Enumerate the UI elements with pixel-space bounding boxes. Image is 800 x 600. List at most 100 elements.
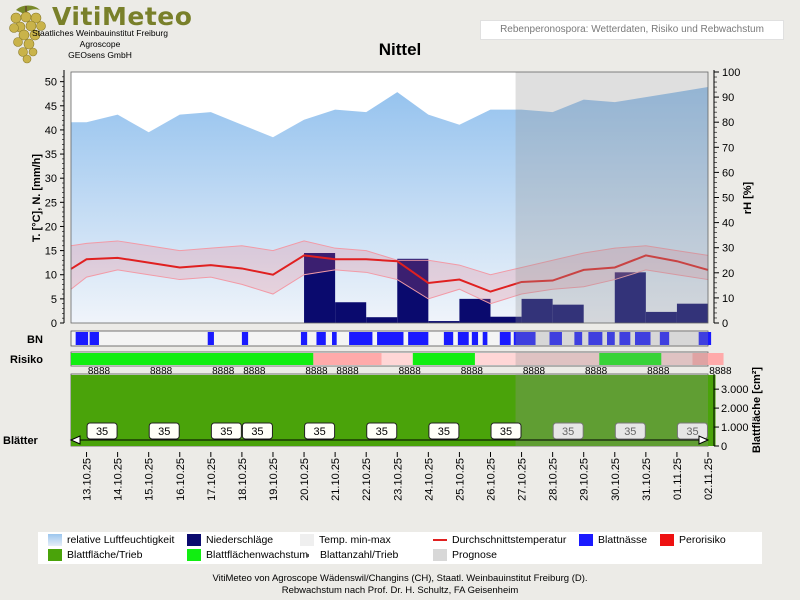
leaf-mark-label: 8888	[212, 366, 235, 377]
leaf-area-swatch	[48, 549, 62, 561]
date-tick-label: 30.10.25	[610, 458, 622, 501]
leaf-count-label: 35	[96, 426, 108, 438]
date-tick-label: 02.11.25	[703, 458, 715, 500]
precipitation-bar	[428, 321, 460, 323]
subtitle: Rebenperonospora: Wetterdaten, Risiko un…	[480, 20, 784, 40]
temp-minmax-band	[71, 240, 708, 304]
temp-minmax-swatch	[300, 534, 314, 546]
left-axis-tick-label: 20	[45, 221, 57, 233]
left-axis-tick-label: 50	[45, 77, 57, 89]
leaf-mark-label: 8888	[305, 366, 328, 377]
leaf-count-label: 35	[313, 426, 325, 438]
leaf-count-swatch	[306, 553, 309, 557]
leaf-count-box	[614, 422, 646, 440]
grape-logo-icon	[9, 5, 46, 64]
leaf-mark-label: 8888	[585, 366, 608, 377]
date-tick-label: 16.10.25	[175, 458, 187, 501]
leaf-count-box	[490, 422, 522, 440]
leaf-area-axis-tick-label: 0	[721, 441, 727, 453]
leaf-mark-label: 8888	[243, 366, 266, 377]
bn-label: BN	[27, 334, 43, 346]
precipitation-swatch	[187, 534, 201, 546]
leaf-wetness-segment	[698, 332, 712, 345]
date-tick-label: 21.10.25	[330, 458, 342, 501]
leaf-count-label: 35	[686, 426, 698, 438]
leaf-count-box	[676, 422, 708, 440]
leaf-area-axis-tick-label: 2.000	[721, 403, 749, 415]
leaf-wetness-segment	[408, 332, 429, 345]
leaf-wetness-segment	[300, 332, 308, 345]
leaf-wetness-segment	[588, 332, 603, 345]
precipitation-bar	[614, 272, 646, 323]
leaf-wetness-segment	[377, 332, 404, 345]
leaf-wetness-segment	[332, 332, 337, 345]
leaf-wetness-segment	[499, 332, 511, 345]
legend-item-mean-temp: Durchschnittstemperatur	[433, 533, 566, 547]
leaf-area-axis-label: Blattfläche [cm²]	[751, 367, 763, 454]
right-axis-tick-label: 10	[722, 293, 734, 305]
date-tick-label: 24.10.25	[423, 458, 435, 501]
precipitation-bar	[490, 316, 522, 323]
precipitation-bar	[676, 303, 708, 323]
date-tick-label: 22.10.25	[361, 458, 373, 501]
left-axis-tick-label: 45	[45, 101, 57, 113]
leaf-mark-label: 8888	[461, 366, 484, 377]
main-plot-frame	[70, 71, 709, 324]
leaf-count-box	[366, 422, 398, 440]
leaf-mark-label: 8888	[336, 366, 359, 377]
precipitation-bar	[521, 298, 553, 323]
leaf-axis-arrow-left	[69, 435, 81, 445]
forecast-swatch	[433, 549, 447, 561]
legend-item-leaf-growth: Blattflächenwachstum	[187, 548, 308, 562]
leaf-wetness-segment	[241, 332, 249, 345]
left-axis-tick-label: 40	[45, 125, 57, 137]
leaf-count-box	[304, 422, 336, 440]
precipitation-bar	[459, 298, 491, 323]
leaf-count-box	[552, 422, 584, 440]
leaf-wetness-segment	[471, 332, 479, 345]
leaf-count-label: 35	[500, 426, 512, 438]
mean-temp-line	[70, 254, 709, 293]
leaf-wetness-segment	[457, 332, 469, 345]
leaf-wetness-segment	[482, 332, 488, 345]
leaf-count-label: 35	[251, 426, 263, 438]
date-tick-label: 25.10.25	[454, 458, 466, 501]
risk-segment	[412, 353, 475, 365]
right-axis-tick-label: 50	[722, 193, 734, 205]
leaf-area-axis-tick-label: 1.000	[721, 422, 749, 434]
risk-segment	[381, 353, 413, 365]
leaf-wetness-swatch	[579, 534, 593, 546]
risiko-label: Risiko	[10, 354, 43, 366]
leaf-wetness-segment	[316, 332, 326, 345]
date-tick-label: 14.10.25	[113, 458, 125, 501]
date-tick-label: 17.10.25	[206, 458, 218, 501]
right-axis-tick-label: 30	[722, 243, 734, 255]
left-axis-tick-label: 5	[51, 294, 57, 306]
right-axis-label: rH [%]	[742, 181, 754, 214]
leaf-count-label: 35	[376, 426, 388, 438]
leaf-mark-label: 8888	[150, 366, 173, 377]
leaf-wetness-segment	[207, 332, 214, 345]
leaf-mark-label: 8888	[88, 366, 111, 377]
leaf-wetness-segment	[75, 332, 89, 345]
leaf-mark-label: 8888	[647, 366, 670, 377]
left-axis-tick-label: 30	[45, 173, 57, 185]
date-tick-label: 26.10.25	[485, 458, 497, 501]
leaf-wetness-segment	[634, 332, 651, 345]
legend-item-risk: Perorisiko	[660, 533, 726, 547]
risk-segment	[474, 353, 600, 365]
risk-segment	[661, 353, 693, 365]
date-tick-label: 18.10.25	[237, 458, 249, 501]
date-tick-label: 28.10.25	[548, 458, 560, 501]
leaf-wetness-segment	[607, 332, 615, 345]
leaf-axis-arrow-right	[698, 435, 710, 445]
blaetter-label: Blätter	[3, 435, 39, 447]
right-axis-tick-label: 90	[722, 92, 734, 104]
right-axis-tick-label: 40	[722, 218, 734, 230]
left-axis-tick-label: 35	[45, 149, 57, 161]
leaf-wetness-segment	[513, 332, 536, 345]
leaf-wetness-segment	[443, 332, 454, 345]
forecast-shade	[515, 72, 708, 323]
date-tick-label: 19.10.25	[268, 458, 280, 501]
leaf-count-box	[86, 422, 118, 440]
